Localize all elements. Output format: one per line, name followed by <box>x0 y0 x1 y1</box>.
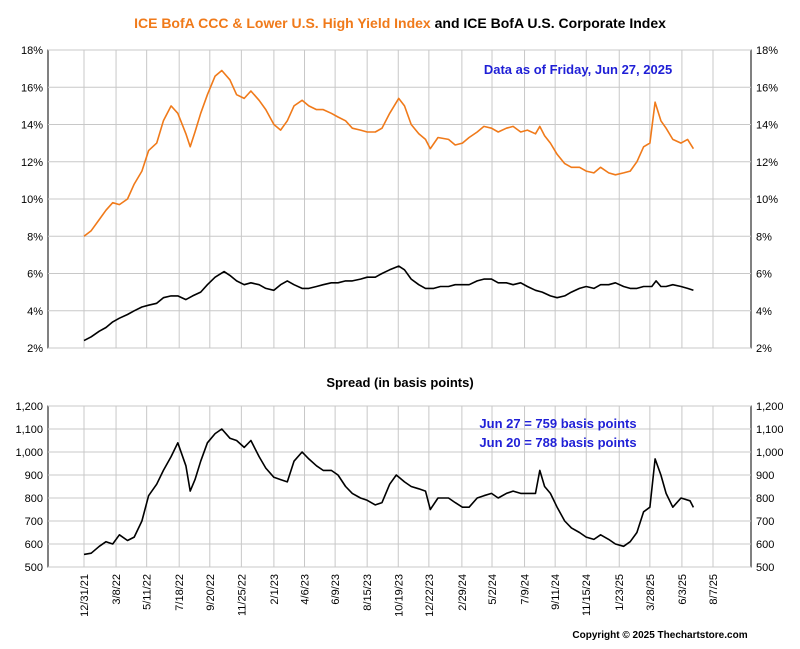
bottom-series-line-0 <box>83 428 695 556</box>
x-axis-date-labels: 12/31/21 3/8/22 5/11/22 7/18/22 9/20/22 11/25… <box>79 574 720 617</box>
x-tick-label: 5/11/22 <box>142 574 154 610</box>
bottom-y-tick-label-left: 800 <box>25 493 43 505</box>
spread-title: Spread (in basis points) <box>326 375 473 390</box>
top-y-axis-left: 2% 4% 6% 8% 10% 12% 14% 16% 18% <box>21 45 43 355</box>
x-tick-label: 3/28/25 <box>645 574 657 611</box>
top-series-line-1 <box>83 265 694 342</box>
top-series-lines <box>83 69 695 342</box>
x-tick-label: 12/31/21 <box>79 574 91 617</box>
top-y-tick-label-left: 16% <box>21 82 43 94</box>
x-tick-label: 6/9/23 <box>330 574 342 605</box>
x-tick-label: 12/22/23 <box>424 574 436 617</box>
bottom-y-axis-right: 500 600 700 800 900 1,000 1,100 1,200 <box>756 401 784 574</box>
x-tick-label: 2/29/24 <box>457 574 469 611</box>
top-y-tick-label-right: 18% <box>756 45 778 57</box>
bottom-y-tick-label-left: 1,100 <box>15 424 43 436</box>
x-tick-label: 1/23/25 <box>614 574 626 611</box>
top-y-tick-label-left: 18% <box>21 45 43 57</box>
bottom-y-tick-label-left: 1,200 <box>15 401 43 413</box>
data-as-of-note: Data as of Friday, Jun 27, 2025 <box>484 62 672 77</box>
x-tick-label: 11/15/24 <box>581 574 593 616</box>
x-tick-label: 9/11/24 <box>550 574 562 610</box>
bottom-y-axis-left: 500 600 700 800 900 1,000 1,100 1,200 <box>15 401 43 574</box>
x-tick-label: 10/19/23 <box>393 574 405 617</box>
bottom-y-tick-label-right: 1,000 <box>756 447 784 459</box>
top-y-tick-label-left: 12% <box>21 157 43 169</box>
x-tick-label: 8/7/25 <box>708 574 720 605</box>
x-tick-label: 4/6/23 <box>300 574 312 605</box>
bottom-series-lines <box>83 428 695 556</box>
bottom-gridlines <box>48 405 751 568</box>
bottom-y-tick-label-right: 900 <box>756 470 774 482</box>
x-tick-label: 5/2/24 <box>487 574 499 605</box>
chart-title: ICE BofA CCC & Lower U.S. High Yield Ind… <box>134 15 666 31</box>
bottom-y-tick-label-left: 700 <box>25 516 43 528</box>
top-y-tick-label-right: 16% <box>756 82 778 94</box>
bottom-y-tick-label-left: 500 <box>25 562 43 574</box>
x-tick-label: 6/3/25 <box>677 574 689 605</box>
top-y-tick-label-left: 6% <box>27 269 43 281</box>
bottom-y-tick-label-right: 1,100 <box>756 424 784 436</box>
bottom-y-tick-label-right: 1,200 <box>756 401 784 413</box>
top-y-tick-label-left: 2% <box>27 343 43 355</box>
bottom-y-tick-label-right: 600 <box>756 539 774 551</box>
top-y-tick-label-right: 12% <box>756 157 778 169</box>
x-tick-label: 9/20/22 <box>205 574 217 611</box>
x-tick-label: 8/15/23 <box>362 574 374 611</box>
spread-note-jun27: Jun 27 = 759 basis points <box>479 416 636 431</box>
chart-title-ccc-part: ICE BofA CCC & Lower U.S. High Yield Ind… <box>134 15 431 31</box>
x-tick-label: 2/1/23 <box>269 574 281 605</box>
top-gridlines <box>48 49 751 349</box>
top-series-line-0 <box>83 69 695 237</box>
bottom-y-tick-label-left: 900 <box>25 470 43 482</box>
top-y-tick-label-right: 14% <box>756 120 778 132</box>
top-y-tick-label-left: 10% <box>21 194 43 206</box>
x-tick-label: 7/18/22 <box>174 574 186 611</box>
top-y-tick-label-right: 8% <box>756 231 772 243</box>
bottom-y-tick-label-left: 600 <box>25 539 43 551</box>
copyright-text: Copyright © 2025 Thechartstore.com <box>572 630 747 641</box>
top-y-tick-label-right: 2% <box>756 343 772 355</box>
x-tick-label: 7/9/24 <box>520 574 532 605</box>
bottom-y-tick-label-right: 500 <box>756 562 774 574</box>
top-y-tick-label-right: 4% <box>756 306 772 318</box>
bottom-plot-area <box>47 405 752 568</box>
top-y-tick-label-left: 4% <box>27 306 43 318</box>
x-tick-label: 3/8/22 <box>111 574 123 605</box>
bottom-y-tick-label-left: 1,000 <box>15 447 43 459</box>
top-y-tick-label-left: 14% <box>21 120 43 132</box>
top-y-tick-label-left: 8% <box>27 231 43 243</box>
bottom-y-tick-label-right: 800 <box>756 493 774 505</box>
chart-title-corporate-part: and ICE BofA U.S. Corporate Index <box>431 15 666 31</box>
top-y-tick-label-right: 10% <box>756 194 778 206</box>
bottom-y-tick-label-right: 700 <box>756 516 774 528</box>
x-tick-label: 11/25/22 <box>236 574 248 616</box>
spread-note-jun20: Jun 20 = 788 basis points <box>479 435 636 450</box>
top-y-axis-right: 2% 4% 6% 8% 10% 12% 14% 16% 18% <box>756 45 778 355</box>
top-y-tick-label-right: 6% <box>756 269 772 281</box>
